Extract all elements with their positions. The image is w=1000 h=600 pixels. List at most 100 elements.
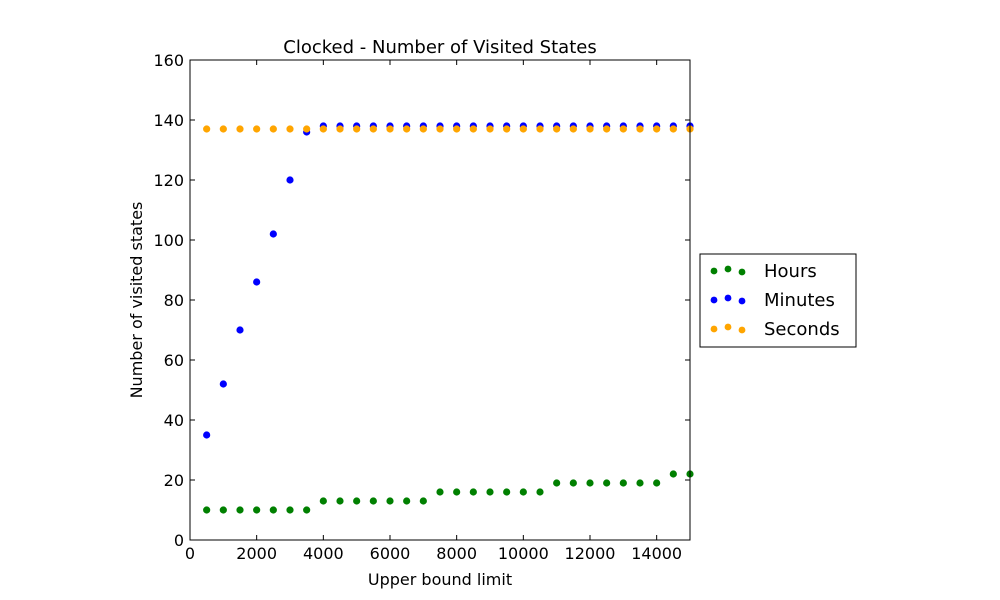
- data-point-hours: [286, 506, 294, 514]
- data-point-hours: [653, 479, 661, 487]
- data-point-minutes: [253, 278, 261, 286]
- x-tick-label: 0: [185, 544, 195, 563]
- data-point-hours: [353, 497, 361, 505]
- chart-title: Clocked - Number of Visited States: [283, 37, 596, 58]
- x-tick-label: 10000: [498, 544, 549, 563]
- legend-label-minutes: Minutes: [764, 290, 835, 311]
- data-point-seconds: [436, 125, 444, 133]
- data-point-hours: [219, 506, 227, 514]
- data-point-seconds: [253, 125, 261, 133]
- y-tick-label: 120: [153, 171, 184, 190]
- data-point-hours: [669, 470, 677, 478]
- data-point-hours: [619, 479, 627, 487]
- legend-marker-hours: [724, 265, 732, 273]
- data-point-hours: [569, 479, 577, 487]
- data-point-seconds: [419, 125, 427, 133]
- data-point-hours: [603, 479, 611, 487]
- x-tick-label: 6000: [370, 544, 411, 563]
- data-point-hours: [453, 488, 461, 496]
- data-point-minutes: [286, 176, 294, 184]
- data-point-hours: [486, 488, 494, 496]
- data-point-seconds: [219, 125, 227, 133]
- legend-item-minutes: Minutes: [710, 290, 835, 311]
- data-point-seconds: [636, 125, 644, 133]
- y-tick-label: 80: [164, 291, 184, 310]
- legend-marker-seconds: [724, 323, 732, 331]
- data-point-hours: [503, 488, 511, 496]
- y-tick-label: 20: [164, 471, 184, 490]
- data-point-seconds: [353, 125, 361, 133]
- data-point-seconds: [319, 125, 327, 133]
- legend-marker-seconds: [710, 325, 718, 333]
- x-tick-label: 4000: [303, 544, 344, 563]
- y-tick-label: 60: [164, 351, 184, 370]
- data-point-seconds: [569, 125, 577, 133]
- data-point-hours: [553, 479, 561, 487]
- data-point-seconds: [236, 125, 244, 133]
- data-point-hours: [536, 488, 544, 496]
- data-point-seconds: [653, 125, 661, 133]
- x-axis: 0 2000 4000 6000 8000 10000 12000 14000: [185, 60, 682, 563]
- legend-marker-minutes: [724, 294, 732, 302]
- x-tick-label: 2000: [236, 544, 277, 563]
- data-point-hours: [419, 497, 427, 505]
- series-hours: [203, 470, 694, 514]
- data-point-hours: [469, 488, 477, 496]
- data-point-seconds: [619, 125, 627, 133]
- data-point-hours: [636, 479, 644, 487]
- data-point-seconds: [486, 125, 494, 133]
- data-point-seconds: [203, 125, 211, 133]
- data-point-hours: [236, 506, 244, 514]
- data-point-seconds: [303, 125, 311, 133]
- x-tick-label: 12000: [565, 544, 616, 563]
- data-point-minutes: [236, 326, 244, 334]
- data-point-hours: [519, 488, 527, 496]
- data-point-seconds: [586, 125, 594, 133]
- data-point-seconds: [503, 125, 511, 133]
- data-point-minutes: [203, 431, 211, 439]
- series-minutes: [203, 122, 694, 439]
- legend-marker-minutes: [738, 297, 746, 305]
- legend-item-seconds: Seconds: [710, 319, 840, 340]
- data-point-seconds: [453, 125, 461, 133]
- data-point-hours: [319, 497, 327, 505]
- data-point-seconds: [403, 125, 411, 133]
- y-axis: 0 20 40 60 80 100 120 140 160: [153, 51, 690, 550]
- x-axis-label: Upper bound limit: [368, 570, 512, 589]
- y-tick-label: 160: [153, 51, 184, 70]
- plot-area: [203, 122, 694, 514]
- legend-item-hours: Hours: [710, 261, 817, 282]
- legend-label-seconds: Seconds: [764, 319, 840, 340]
- data-point-seconds: [553, 125, 561, 133]
- data-point-seconds: [369, 125, 377, 133]
- data-point-hours: [586, 479, 594, 487]
- y-tick-label: 40: [164, 411, 184, 430]
- data-point-seconds: [269, 125, 277, 133]
- data-point-hours: [403, 497, 411, 505]
- x-tick-label: 14000: [631, 544, 682, 563]
- data-point-seconds: [519, 125, 527, 133]
- data-point-minutes: [269, 230, 277, 238]
- data-point-hours: [303, 506, 311, 514]
- y-tick-label: 140: [153, 111, 184, 130]
- legend-label-hours: Hours: [764, 261, 817, 282]
- data-point-hours: [203, 506, 211, 514]
- data-point-hours: [253, 506, 261, 514]
- data-point-hours: [386, 497, 394, 505]
- legend-marker-minutes: [710, 296, 718, 304]
- legend-marker-hours: [738, 268, 746, 276]
- x-tick-label: 8000: [436, 544, 477, 563]
- y-axis-label: Number of visited states: [127, 202, 146, 399]
- data-point-hours: [369, 497, 377, 505]
- data-point-hours: [336, 497, 344, 505]
- data-point-seconds: [469, 125, 477, 133]
- y-tick-label: 0: [174, 531, 184, 550]
- legend: Hours Minutes Seconds: [699, 253, 857, 348]
- y-tick-label: 100: [153, 231, 184, 250]
- series-seconds: [203, 125, 694, 133]
- data-point-hours: [436, 488, 444, 496]
- data-point-seconds: [603, 125, 611, 133]
- data-point-seconds: [386, 125, 394, 133]
- data-point-seconds: [336, 125, 344, 133]
